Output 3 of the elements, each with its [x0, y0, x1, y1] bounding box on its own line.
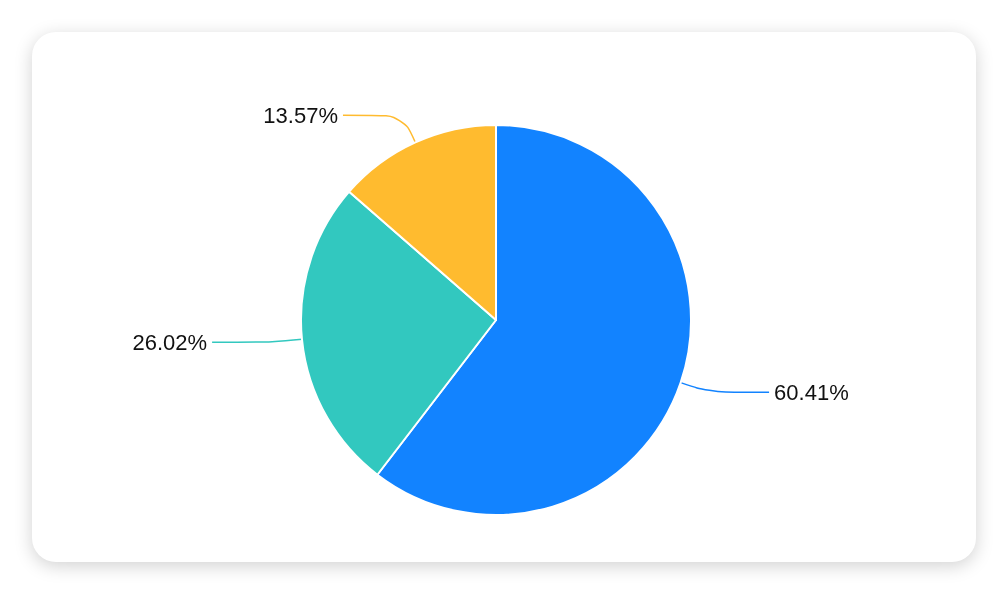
data-label: 13.57% [263, 102, 338, 128]
data-label: 26.02% [132, 329, 208, 355]
data-label: 60.41% [774, 379, 849, 405]
